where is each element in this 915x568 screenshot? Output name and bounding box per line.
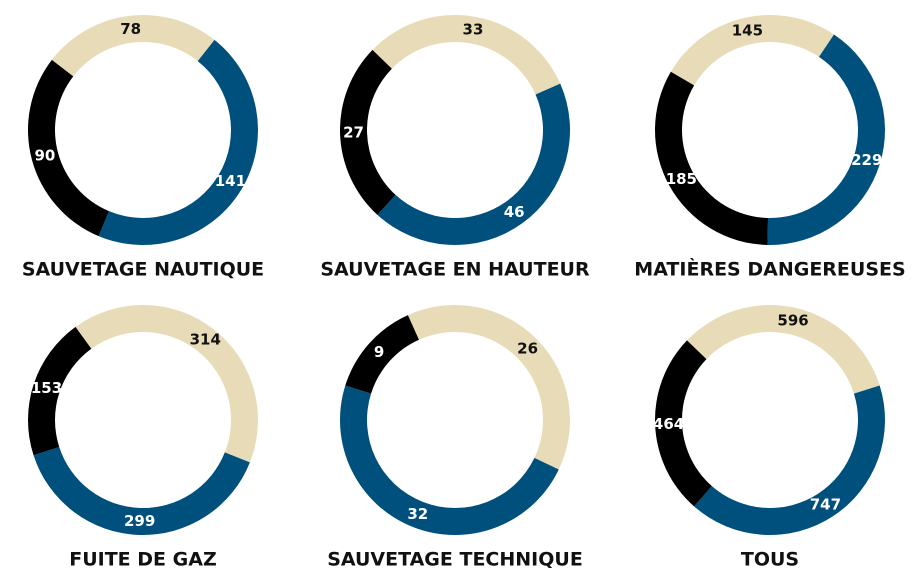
donut-segment [670, 15, 834, 86]
value-label: 141 [215, 172, 246, 190]
value-label: 229 [851, 151, 882, 169]
chart-title: SAUVETAGE EN HAUTEUR [320, 259, 590, 281]
donut-segment [654, 340, 712, 507]
donut-segment [51, 15, 215, 77]
donut-segment [345, 315, 419, 394]
chart-title: FUITE DE GAZ [69, 549, 216, 568]
donut-segment [75, 305, 258, 463]
donut-segment [28, 59, 110, 237]
value-label: 185 [666, 170, 697, 188]
donut-segment [340, 49, 396, 215]
value-label: 145 [732, 22, 763, 40]
donut-segment [27, 326, 92, 456]
value-label: 33 [463, 21, 484, 39]
donut-segment [33, 446, 250, 536]
chart-title: MATIÈRES DANGEREUSES [634, 258, 905, 281]
value-label: 299 [124, 512, 155, 530]
chart-title: SAUVETAGE TECHNIQUE [327, 549, 583, 568]
donut-segment [694, 385, 885, 535]
value-label: 27 [343, 124, 364, 142]
donut-segment [339, 385, 559, 535]
value-label: 26 [517, 340, 538, 358]
donut-segment [686, 305, 880, 394]
donut-segment [377, 83, 570, 246]
value-label: 46 [504, 203, 525, 221]
value-label: 747 [810, 496, 841, 514]
value-label: 90 [34, 147, 55, 165]
donut-segment [372, 14, 561, 95]
value-label: 464 [653, 415, 684, 433]
donut-segment [98, 39, 259, 246]
donut-segment [407, 305, 570, 470]
donut-segment [767, 34, 885, 246]
donut-segment [655, 71, 769, 245]
value-label: 9 [374, 343, 384, 361]
value-label: 78 [120, 20, 141, 38]
value-label: 153 [31, 379, 62, 397]
value-label: 596 [777, 312, 808, 330]
value-label: 32 [407, 505, 428, 523]
chart-title: TOUS [741, 549, 799, 568]
chart-title: SAUVETAGE NAUTIQUE [22, 259, 264, 281]
value-label: 314 [190, 330, 221, 348]
